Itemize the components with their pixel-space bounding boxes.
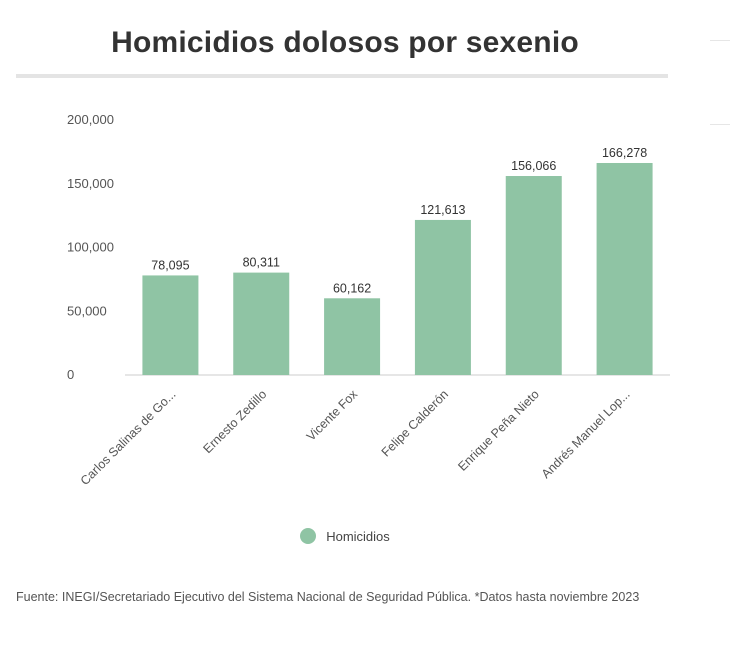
bar [596,162,653,375]
x-tick-label: Felipe Calderón [379,387,451,459]
data-label: 60,162 [333,281,371,295]
bar [233,272,290,375]
side-divider-bottom [710,124,730,125]
bar [324,298,381,375]
y-tick-label: 0 [67,367,74,382]
data-label: 121,613 [420,203,465,217]
side-divider-top [710,40,730,41]
legend: Homicidios [0,528,690,544]
x-tick-label: Andrés Manuel Lop... [539,387,633,481]
chart-title: Homicidios dolosos por sexenio [111,26,579,59]
y-tick-label: 50,000 [67,303,107,318]
x-tick-label: Carlos Salinas de Go... [78,387,179,488]
data-label: 156,066 [511,159,556,173]
x-tick-label: Vicente Fox [304,387,361,444]
y-tick-label: 100,000 [67,240,114,255]
y-tick-label: 200,000 [67,112,114,127]
y-tick-label: 150,000 [67,176,114,191]
legend-label: Homicidios [326,528,390,544]
bar [414,219,471,375]
title-divider [16,74,668,78]
source-note: Fuente: INEGI/Secretariado Ejecutivo del… [16,590,640,604]
data-label: 166,278 [602,146,647,160]
data-label: 80,311 [243,256,280,270]
data-label: 78,095 [151,258,189,272]
bar [505,176,562,375]
x-tick-label: Ernesto Zedillo [201,387,270,456]
bar-chart: 0 50,000 100,000 150,000 200,000 78,095 Carlos… [67,112,670,488]
legend-swatch [300,528,317,544]
x-tick-label: Enrique Peña Nieto [455,387,542,474]
bar [142,275,199,375]
